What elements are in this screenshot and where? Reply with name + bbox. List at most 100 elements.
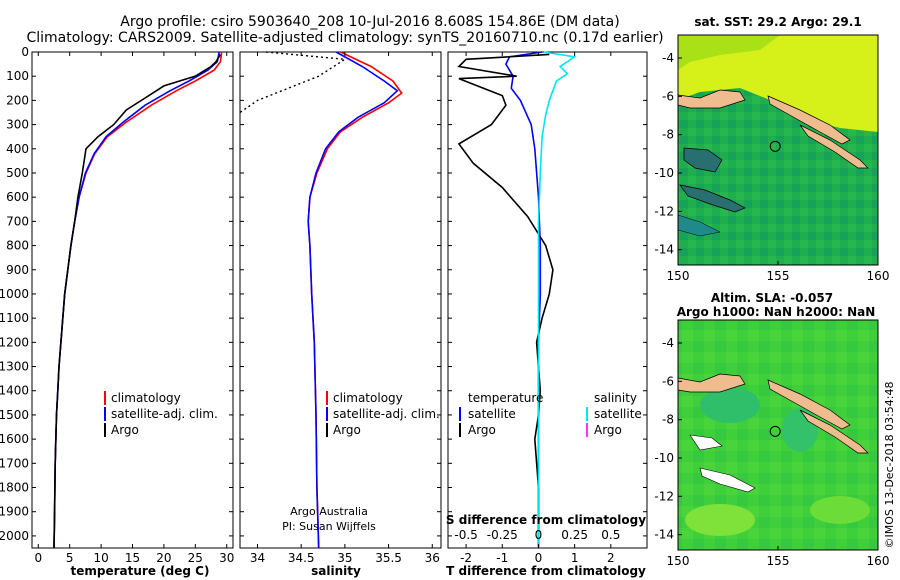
y-tick-label: 400: [6, 142, 29, 156]
coral-sea-shelf: [678, 214, 721, 237]
legend-label-climatology: climatology: [333, 391, 403, 405]
sst-warm-core: [678, 35, 780, 70]
x-tick-label: 30: [219, 551, 234, 565]
salinity-legend: climatology satellite-adj. clim. Argo: [326, 391, 440, 437]
y-tick-label: 1300: [0, 360, 29, 374]
sla-high-anomaly: [685, 504, 755, 536]
sla-low-anomaly-2: [782, 408, 818, 452]
x-tick-label: 0: [535, 551, 543, 565]
y-tick-label: 600: [6, 190, 29, 204]
land-new-britain: [767, 379, 851, 430]
map-x-tick-label: 160: [867, 269, 890, 283]
sla-map-subtitle: Argo h1000: NaN h2000: NaN: [677, 305, 876, 319]
series-temperature-argo: [457, 53, 554, 548]
y-tick-label: 300: [6, 118, 29, 132]
x-tick-label: 36: [425, 551, 440, 565]
difference-legend: temperature satellite Argo salinity sate…: [459, 391, 642, 437]
x-tick-label: 2: [607, 551, 615, 565]
temperature-axes: [31, 51, 234, 549]
legend-title-temperature: temperature: [468, 391, 543, 405]
map-y-tick-label: -6: [662, 89, 674, 103]
annotation-argo-australia: Argo Australia: [290, 505, 368, 518]
legend-label-argo: Argo: [333, 423, 361, 437]
map-x-tick-label: 150: [667, 554, 690, 568]
temperature-xlabel: temperature (deg C): [71, 564, 210, 578]
land-new-guinea: [678, 89, 746, 109]
map-y-tick-label: -14: [654, 243, 674, 257]
land-new-britain: [767, 95, 851, 145]
y-tick-label: 2000: [0, 529, 29, 543]
x-tick-label: -2: [460, 551, 472, 565]
x-tick-label: 5: [66, 551, 74, 565]
y-tick-label: 1600: [0, 432, 29, 446]
title-line-2: Climatology: CARS2009. Satellite-adjuste…: [26, 30, 663, 46]
land-masked: [689, 434, 723, 451]
x-tick-label: 34: [250, 551, 265, 565]
map-y-tick-label: -14: [654, 528, 674, 542]
y-tick-label: 1900: [0, 505, 29, 519]
map-y-tick-label: -10: [654, 166, 674, 180]
x-tick-label: 10: [93, 551, 108, 565]
sla-map-panel: Altim. SLA: -0.057 Argo h1000: NaN h2000…: [654, 291, 889, 568]
map-x-tick-label: 155: [767, 554, 790, 568]
x-tick-label: 0: [34, 551, 42, 565]
x-tick-label: 15: [125, 551, 140, 565]
map-y-tick-label: -4: [662, 51, 674, 65]
land-solomons: [799, 409, 869, 454]
x-tick-label: 35: [337, 551, 352, 565]
map-y-tick-label: -4: [662, 336, 674, 350]
s-tick-label: 0.5: [601, 528, 620, 542]
y-tick-label: 700: [6, 214, 29, 228]
sst-warm-region: [678, 35, 878, 132]
s-tick-label: -0.5: [454, 528, 477, 542]
credit-stamp: ©IMOS 13-Dec-2018 03:54:48: [883, 382, 896, 549]
x-tick-label: -1: [496, 551, 508, 565]
legend-title-salinity: salinity: [594, 391, 637, 405]
temperature-panel: 0100200300400500600700800900100011001200…: [0, 45, 234, 578]
difference-panel: -2 -1 0 1 2 T difference from climatology S …: [446, 51, 648, 578]
y-tick-label: 1400: [0, 384, 29, 398]
s-difference-label: S difference from climatology: [446, 513, 646, 527]
y-tick-label: 0: [21, 45, 29, 59]
salinity-xlabel: salinity: [311, 564, 361, 578]
y-tick-label: 1500: [0, 408, 29, 422]
land-new-guinea: [678, 373, 746, 393]
argo-location-marker: [769, 425, 781, 437]
legend-label-sal-argo: Argo: [594, 423, 622, 437]
title-line-1: Argo profile: csiro 5903640_208 10-Jul-2…: [120, 14, 619, 30]
series-salinity-satellite: [537, 51, 577, 548]
series-satellite-adj-clim-: [307, 51, 399, 549]
salinity-panel: 34 34.5 35 35.5 36 salinity climatology sate…: [239, 51, 442, 578]
map-x-tick-label: 155: [767, 269, 790, 283]
map-y-tick-label: -10: [654, 451, 674, 465]
salinity-axes: [239, 51, 442, 549]
legend-label-satellite: satellite-adj. clim.: [333, 407, 440, 421]
x-tick-label: 34.5: [288, 551, 315, 565]
land-reef-shelf: [679, 184, 746, 213]
series-argo: [239, 51, 347, 114]
difference-xlabel: T difference from climatology: [446, 564, 646, 578]
sla-low-anomaly: [700, 387, 760, 423]
x-tick-label: 1: [571, 551, 579, 565]
land-louisiade-shelf: [683, 147, 723, 173]
series-argo: [53, 53, 222, 549]
s-tick-label: 0.25: [561, 528, 588, 542]
legend-label-temp-satellite: satellite: [468, 407, 516, 421]
legend-label-argo: Argo: [111, 423, 139, 437]
x-tick-label: 20: [156, 551, 171, 565]
sst-map-panel: sat. SST: 29.2 Argo: 29.1 150 155 160 -4 -6…: [654, 15, 889, 283]
land-masked-2: [699, 467, 756, 493]
temperature-legend: climatology satellite-adj. clim. Argo: [104, 391, 218, 437]
land-solomons: [799, 124, 869, 169]
y-tick-label: 1000: [0, 287, 29, 301]
sla-high-anomaly-2: [810, 496, 870, 524]
y-tick-label: 500: [6, 166, 29, 180]
y-tick-label: 900: [6, 263, 29, 277]
map-x-tick-label: 150: [667, 269, 690, 283]
map-y-tick-label: -6: [662, 374, 674, 388]
sla-map-title: Altim. SLA: -0.057: [711, 291, 833, 305]
y-tick-label: 800: [6, 239, 29, 253]
map-y-tick-label: -8: [662, 413, 674, 427]
y-tick-label: 1200: [0, 335, 29, 349]
